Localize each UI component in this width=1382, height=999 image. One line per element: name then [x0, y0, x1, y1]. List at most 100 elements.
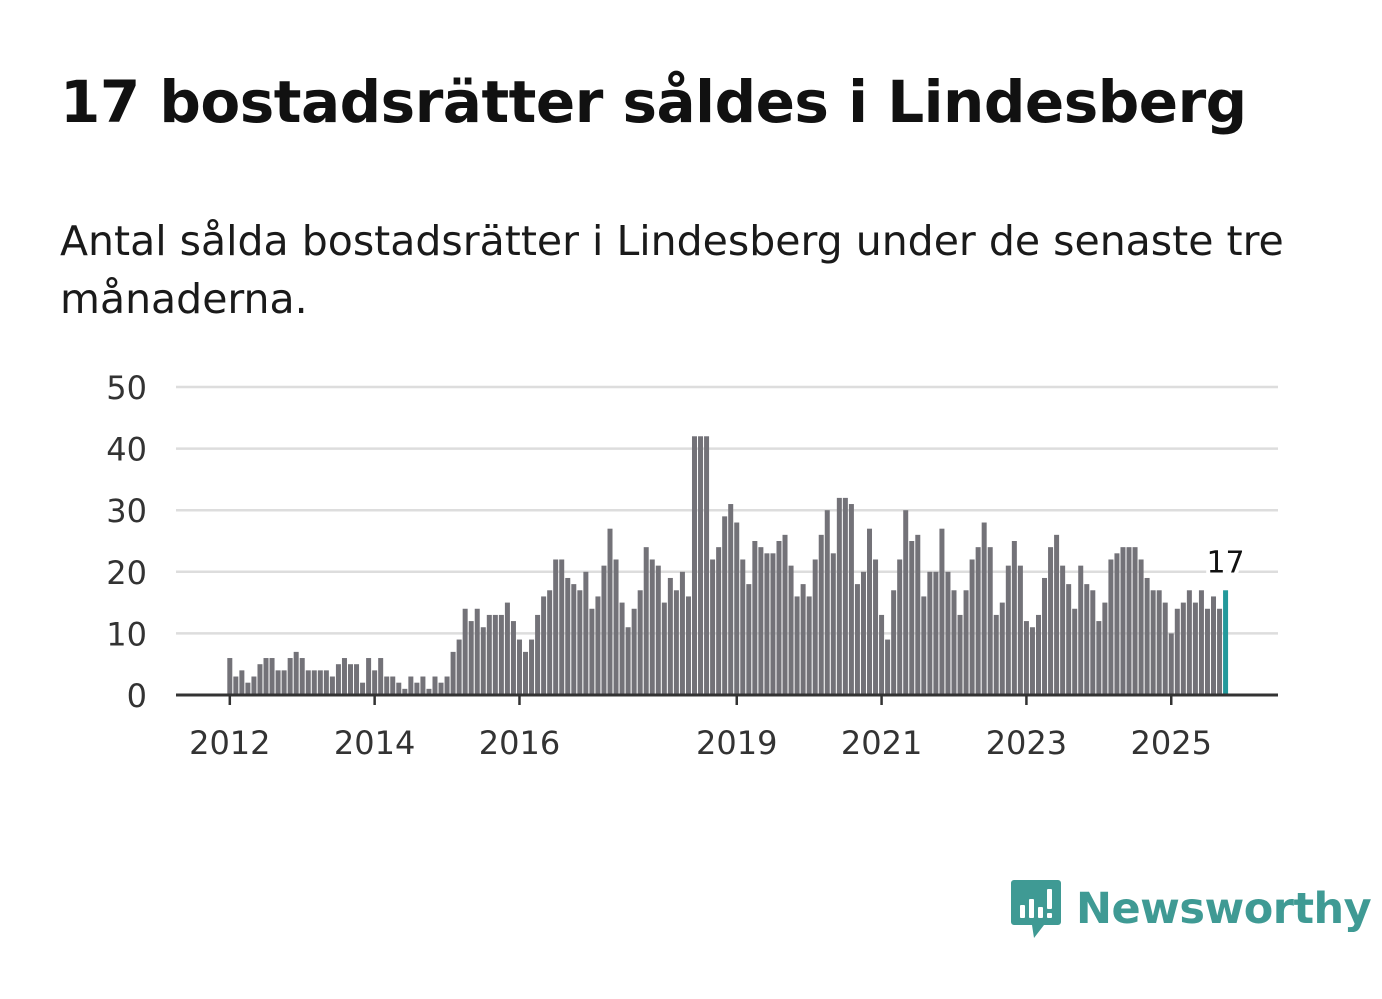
bar [293, 651, 299, 695]
bar [975, 547, 981, 695]
bar [885, 639, 891, 695]
bar [1054, 534, 1060, 695]
bar [257, 664, 263, 695]
bar [649, 559, 655, 695]
bar [957, 614, 963, 695]
bar [480, 627, 486, 695]
bar [921, 596, 927, 695]
bar [269, 658, 275, 695]
bar [752, 541, 758, 695]
bar [1078, 565, 1084, 695]
bar [842, 497, 848, 695]
bar [299, 658, 305, 695]
bar [993, 614, 999, 695]
bar [498, 614, 504, 695]
bar [323, 670, 329, 695]
bar [571, 584, 577, 695]
bar [390, 676, 396, 695]
highlight-value-label: 17 [1206, 545, 1244, 580]
y-tick-label: 30 [106, 492, 147, 530]
bar [625, 627, 631, 695]
bar [782, 534, 788, 695]
y-tick-label: 0 [127, 677, 147, 715]
bar [969, 559, 975, 695]
bar [450, 651, 456, 695]
bar [372, 670, 378, 695]
bar [746, 584, 752, 695]
bar [1114, 553, 1120, 695]
bar [263, 658, 269, 695]
bar [1096, 621, 1102, 695]
bar [504, 602, 510, 695]
bar [1042, 577, 1048, 695]
bar [800, 584, 806, 695]
bar [516, 639, 522, 695]
bar [1072, 608, 1078, 695]
bar [613, 559, 619, 695]
bar [426, 688, 432, 695]
bar [764, 553, 770, 695]
bar [541, 596, 547, 695]
bar [317, 670, 323, 695]
bar [915, 534, 921, 695]
bar [275, 670, 281, 695]
bar [981, 522, 987, 695]
bar [939, 528, 945, 695]
bar [408, 676, 414, 695]
bar [643, 547, 649, 695]
bar [951, 590, 957, 695]
bar [637, 590, 643, 695]
bar [728, 504, 734, 695]
bar [788, 565, 794, 695]
bar [1060, 565, 1066, 695]
bar [1066, 584, 1072, 695]
bar [384, 676, 390, 695]
bar [1138, 559, 1144, 695]
bar [287, 658, 293, 695]
bar [1084, 584, 1090, 695]
bar [595, 596, 601, 695]
bar [348, 664, 353, 695]
bar [444, 676, 450, 695]
y-tick-label: 50 [106, 369, 147, 407]
bar [1150, 590, 1156, 695]
bar [529, 639, 535, 695]
bar [1102, 602, 1108, 695]
bar [812, 559, 818, 695]
bar [354, 664, 360, 695]
bar [474, 608, 480, 695]
chart-subtitle: Antal sålda bostadsrätter i Lindesberg u… [60, 217, 1284, 323]
bar [897, 559, 903, 695]
bar [1048, 547, 1054, 695]
y-tick-label: 20 [106, 554, 147, 592]
bar [698, 436, 704, 695]
bar [420, 676, 426, 695]
bar [945, 571, 951, 695]
bar [685, 596, 691, 695]
bar [535, 614, 541, 695]
bar [830, 553, 836, 695]
bar [854, 584, 860, 695]
bar [462, 608, 468, 695]
bar [1217, 608, 1223, 695]
bar [891, 590, 897, 695]
bar [758, 547, 764, 695]
bar [1174, 608, 1180, 695]
bar-chart: 0 10 20 30 40 50 2012 2014 2016 2019 2021 2023 2025 1… [106, 369, 1278, 762]
bar [836, 497, 842, 695]
bar [468, 621, 474, 695]
bar [704, 436, 710, 695]
bar [553, 559, 559, 695]
bar [360, 682, 366, 695]
bar [239, 670, 245, 695]
bar [305, 670, 311, 695]
x-tick-label: 2021 [841, 724, 922, 762]
bar [1029, 627, 1035, 695]
bar [667, 577, 673, 695]
bar [510, 621, 516, 695]
bar [879, 614, 885, 695]
bar [987, 547, 993, 695]
bar [1211, 596, 1217, 695]
bar [722, 516, 728, 695]
bar [329, 676, 335, 695]
